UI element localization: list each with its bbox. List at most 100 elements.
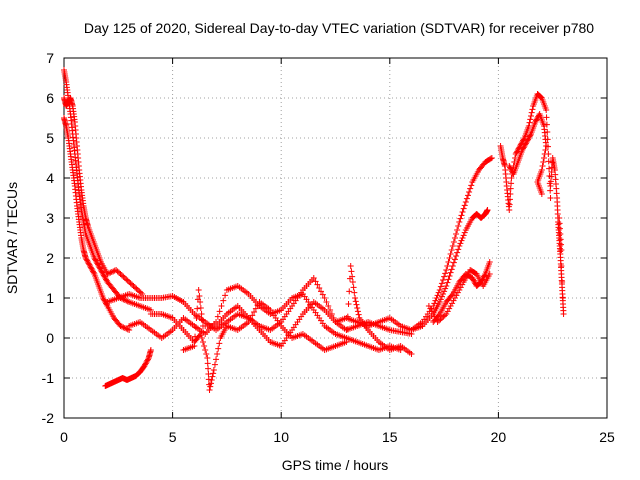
data-point: [537, 93, 544, 100]
x-tick-label: 15: [382, 429, 398, 445]
data-point: [97, 265, 104, 272]
data-point: [466, 189, 473, 195]
data-point: [354, 308, 361, 315]
x-tick-label: 25: [599, 429, 615, 445]
data-point: [528, 109, 535, 116]
data-point: [121, 275, 128, 281]
x-tick-label: 20: [491, 429, 507, 445]
data-point: [532, 119, 539, 125]
x-axis-label: GPS time / hours: [282, 457, 389, 473]
data-point: [129, 281, 136, 288]
data-point: [105, 270, 112, 277]
data-point: [437, 316, 444, 323]
data-point: [487, 155, 494, 162]
data-point: [507, 185, 514, 192]
data-point: [87, 264, 94, 271]
data-point: [560, 311, 567, 317]
data-point: [508, 175, 515, 181]
data-point: [457, 240, 464, 247]
data-point: [546, 165, 553, 172]
data-point: [441, 273, 448, 280]
data-point: [137, 289, 144, 296]
data-point: [461, 229, 468, 236]
data-point: [101, 297, 108, 304]
y-tick-label: 7: [46, 50, 54, 66]
data-point: [455, 246, 462, 253]
data-point: [218, 303, 225, 309]
data-point: [87, 263, 94, 269]
data-point: [450, 239, 457, 245]
series-midday-3: [147, 263, 415, 393]
data-point: [488, 155, 495, 161]
data-point: [207, 383, 214, 390]
data-point: [254, 302, 261, 309]
data-point: [443, 283, 450, 289]
data-point: [89, 268, 96, 275]
data-point: [120, 273, 127, 280]
data-point: [134, 287, 141, 293]
data-point: [210, 367, 217, 373]
data-point: [431, 300, 438, 307]
y-tick-label: 1: [46, 290, 54, 306]
data-point: [446, 255, 453, 261]
data-point: [102, 275, 109, 281]
data-point: [462, 199, 469, 205]
data-point: [470, 277, 477, 284]
data-point: [557, 236, 564, 243]
data-point: [204, 360, 211, 367]
data-point: [144, 356, 151, 363]
data-point: [440, 291, 447, 297]
data-point: [526, 119, 533, 126]
data-point: [484, 207, 491, 213]
data-point: [130, 283, 137, 289]
data-point: [456, 287, 463, 293]
data-point: [543, 114, 550, 121]
data-point: [123, 325, 130, 332]
data-point: [314, 281, 321, 288]
data-point: [436, 317, 443, 324]
data-point: [143, 359, 150, 365]
data-point: [316, 285, 323, 291]
data-point: [451, 235, 458, 241]
data-point: [526, 133, 533, 140]
data-point: [447, 303, 454, 309]
data-point: [92, 256, 99, 263]
data-point: [431, 313, 438, 320]
data-point: [222, 292, 229, 299]
data-point: [542, 147, 549, 153]
y-axis-label: SDTVAR / TECUs: [4, 182, 20, 294]
data-point: [506, 196, 513, 203]
data-point: [506, 201, 513, 208]
data-point: [114, 268, 121, 275]
data-point: [541, 151, 548, 157]
data-point: [543, 143, 550, 149]
data-point: [459, 209, 466, 215]
data-point: [447, 251, 454, 257]
data-point: [436, 299, 443, 305]
data-point: [82, 255, 89, 261]
data-point: [121, 325, 128, 331]
data-point: [214, 351, 221, 357]
data-point: [200, 339, 207, 345]
data-point: [442, 270, 449, 277]
data-point: [198, 311, 205, 317]
data-point: [215, 345, 222, 352]
data-point: [442, 285, 449, 292]
data-point: [220, 297, 227, 304]
data-point: [352, 298, 359, 305]
plot-frame: [63, 57, 608, 419]
data-point: [453, 231, 460, 237]
series-midday-4: [180, 287, 426, 353]
data-point: [352, 295, 359, 301]
data-point: [86, 261, 93, 268]
grid: [64, 58, 607, 418]
data-point: [446, 273, 453, 279]
data-point: [471, 279, 478, 285]
data-point: [444, 279, 451, 286]
data-point: [451, 295, 458, 301]
data-point: [327, 307, 334, 313]
data-point: [144, 357, 151, 364]
data-point: [312, 278, 319, 285]
data-point: [120, 324, 127, 331]
x-tick-label: 10: [273, 429, 289, 445]
